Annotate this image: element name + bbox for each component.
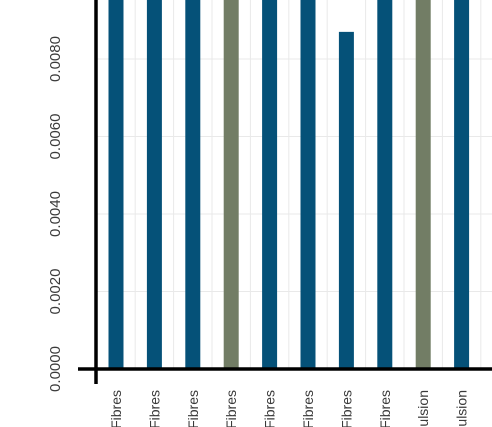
bars — [108, 0, 470, 369]
bar — [108, 0, 124, 369]
bar — [377, 0, 393, 369]
x-tick-label: Fibres — [223, 390, 239, 427]
axes — [78, 0, 492, 384]
y-tick-label: 0.0020 — [47, 269, 64, 315]
bar — [338, 31, 354, 369]
x-tick-label: Fibres — [300, 390, 316, 427]
gridlines — [96, 0, 492, 369]
bar — [262, 0, 278, 369]
y-tick-label: 0.0080 — [47, 36, 64, 82]
x-tick-label: Fibres — [146, 390, 162, 427]
x-tick-label: ulsion — [454, 390, 470, 427]
bar — [185, 0, 201, 369]
x-tick-label: ulsion — [415, 390, 431, 427]
bar — [415, 0, 431, 369]
bar — [223, 0, 239, 369]
y-tick-label: 0.0000 — [47, 346, 64, 392]
bar — [146, 0, 162, 369]
x-tick-label: Fibres — [185, 390, 201, 427]
y-tick-labels: 0.0000 0.0020 0.0040 0.0060 0.0080 — [47, 36, 64, 392]
x-tick-labels: Fibres Fibres Fibres Fibres Fibres Fibres Fibr… — [108, 390, 470, 427]
y-tick-label: 0.0040 — [47, 191, 64, 237]
bar — [454, 0, 470, 369]
x-tick-label: Fibres — [108, 390, 124, 427]
y-tick-label: 0.0060 — [47, 114, 64, 160]
x-tick-label: Fibres — [338, 390, 354, 427]
x-tick-label: Fibres — [262, 390, 278, 427]
bar — [300, 0, 316, 369]
x-tick-label: Fibres — [377, 390, 393, 427]
